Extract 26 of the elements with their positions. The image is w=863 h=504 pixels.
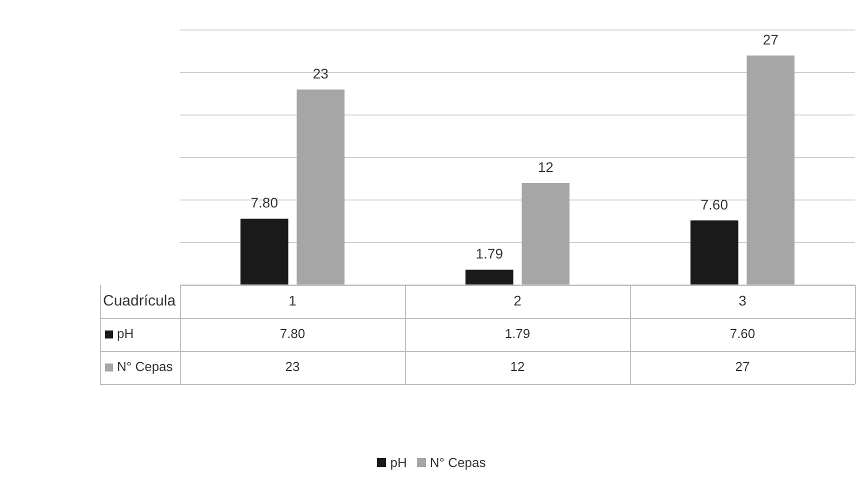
data-label: 12 [510,359,525,374]
x-tick-label: 3 [738,292,747,308]
x-tick-label: 1 [288,292,297,308]
text: 1.79 [476,246,503,262]
bar [240,218,288,284]
text: 7.60 [700,196,728,212]
data-label: 7.80 [280,326,306,342]
x-tick-label: 2 [514,292,522,308]
data-label: 23 [285,359,300,374]
data-label: 1.79 [504,326,530,342]
text: N° Cepas [430,455,486,470]
data-label: 27 [735,359,750,374]
bar [522,183,570,284]
legend-label: pH [117,326,134,342]
data-label: 7.60 [730,326,756,342]
text: 12 [538,158,554,175]
legend-label: N° Cepas [117,359,174,374]
text: 7.80 [250,194,278,211]
bar [746,56,795,284]
text: 23 [312,65,328,82]
bar [690,220,738,284]
text: pH [390,455,407,470]
text: 27 [762,31,778,48]
bar [296,90,345,284]
bar [465,270,514,284]
x-axis-title: Cuadrícula [103,292,176,310]
